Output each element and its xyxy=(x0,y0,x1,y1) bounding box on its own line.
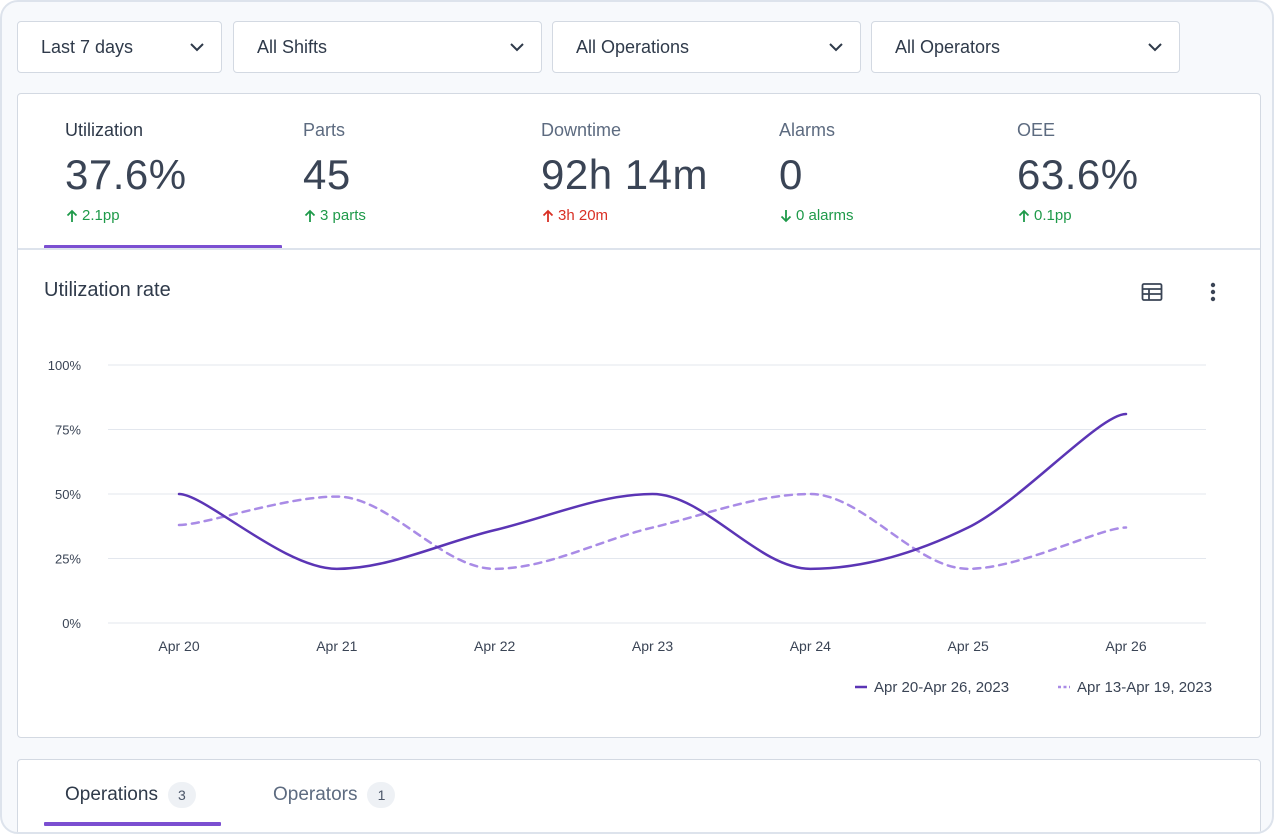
chevron-down-icon xyxy=(510,43,524,52)
arrow-up-icon xyxy=(304,209,316,222)
legend-label: Apr 13-Apr 19, 2023 xyxy=(1077,679,1212,696)
kpi-value: 37.6% xyxy=(65,151,187,198)
tab-label: Operations xyxy=(65,784,158,805)
x-tick-label: Apr 24 xyxy=(790,638,831,654)
legend-label: Apr 20-Apr 26, 2023 xyxy=(874,679,1009,696)
tab-label: Operators xyxy=(273,784,358,805)
chevron-down-icon xyxy=(829,43,843,52)
kpi-label: OEE xyxy=(1017,120,1056,140)
kpi-parts[interactable]: Parts 45 3 parts xyxy=(282,94,520,248)
tab-operators[interactable]: Operators 1 xyxy=(273,782,396,808)
kpi-downtime[interactable]: Downtime 92h 14m 3h 20m xyxy=(520,94,758,248)
x-tick-label: Apr 23 xyxy=(632,638,673,654)
date-range-select[interactable]: Last 7 days xyxy=(17,21,222,73)
y-tick-label: 0% xyxy=(62,616,81,631)
operation-select[interactable]: All Operations xyxy=(552,21,861,73)
table-icon xyxy=(1141,283,1163,301)
series-line-current xyxy=(177,412,1128,571)
kpi-value: 45 xyxy=(303,151,351,198)
more-vertical-icon xyxy=(1210,282,1216,302)
y-tick-label: 75% xyxy=(55,423,81,438)
kpi-label: Downtime xyxy=(541,120,622,140)
kpi-delta-text: 0 alarms xyxy=(796,207,854,224)
operation-label: All Operations xyxy=(576,36,690,57)
arrow-up-icon xyxy=(1018,209,1030,222)
arrow-down-icon xyxy=(780,209,792,222)
divider xyxy=(18,248,1260,250)
shift-select[interactable]: All Shifts xyxy=(233,21,542,73)
kpi-delta-text: 0.1pp xyxy=(1034,207,1072,224)
table-view-button[interactable] xyxy=(1136,276,1168,308)
tab-operations[interactable]: Operations 3 xyxy=(65,782,196,808)
chart-title: Utilization rate xyxy=(44,279,171,301)
kpi-delta: 2.1pp xyxy=(65,207,282,224)
kpi-delta: 0.1pp xyxy=(1017,207,1234,224)
arrow-up-icon xyxy=(542,209,554,222)
more-options-button[interactable] xyxy=(1197,276,1229,308)
kpi-delta: 3h 20m xyxy=(541,207,758,224)
y-tick-label: 25% xyxy=(55,552,81,567)
kpi-value: 92h 14m xyxy=(541,151,708,198)
shift-label: All Shifts xyxy=(257,36,328,57)
kpi-label: Utilization xyxy=(65,120,144,140)
x-tick-label: Apr 25 xyxy=(948,638,989,654)
kpi-delta-text: 3h 20m xyxy=(558,207,609,224)
kpi-oee[interactable]: OEE 63.6% 0.1pp xyxy=(996,94,1234,248)
kpi-delta: 0 alarms xyxy=(779,207,996,224)
kpi-value: 63.6% xyxy=(1017,151,1139,198)
series-line-previous xyxy=(177,492,1128,571)
metrics-card: Utilization 37.6% 2.1pp Parts 45 3 parts… xyxy=(17,93,1261,738)
tab-active-indicator xyxy=(44,822,221,826)
x-tick-label: Apr 21 xyxy=(316,638,357,654)
tab-count-badge: 1 xyxy=(367,782,396,808)
utilization-line-chart: 0% 25% 50% 75% 100% Apr 20 Apr 21 Apr 22 Apr 23 A… xyxy=(48,358,1212,696)
kpi-value: 0 xyxy=(779,151,803,198)
arrow-up-icon xyxy=(66,209,78,222)
tab-count-badge: 3 xyxy=(167,782,196,808)
kpi-active-indicator xyxy=(44,245,282,249)
y-tick-label: 50% xyxy=(55,487,81,502)
kpi-utilization[interactable]: Utilization 37.6% 2.1pp xyxy=(44,94,282,248)
chevron-down-icon xyxy=(1148,43,1162,52)
kpi-alarms[interactable]: Alarms 0 0 alarms xyxy=(758,94,996,248)
date-range-label: Last 7 days xyxy=(41,36,134,57)
chevron-down-icon xyxy=(190,43,204,52)
operator-label: All Operators xyxy=(895,36,1001,57)
x-tick-label: Apr 22 xyxy=(474,638,515,654)
y-tick-label: 100% xyxy=(48,358,82,373)
operator-select[interactable]: All Operators xyxy=(871,21,1180,73)
kpi-label: Parts xyxy=(303,120,346,140)
kpi-delta-text: 2.1pp xyxy=(82,207,120,224)
x-tick-label: Apr 20 xyxy=(158,638,199,654)
kpi-delta: 3 parts xyxy=(303,207,520,224)
kpi-delta-text: 3 parts xyxy=(320,207,366,224)
x-tick-label: Apr 26 xyxy=(1105,638,1146,654)
kpi-label: Alarms xyxy=(779,120,836,140)
tabs-card: Operations 3 Operators 1 xyxy=(17,759,1261,832)
